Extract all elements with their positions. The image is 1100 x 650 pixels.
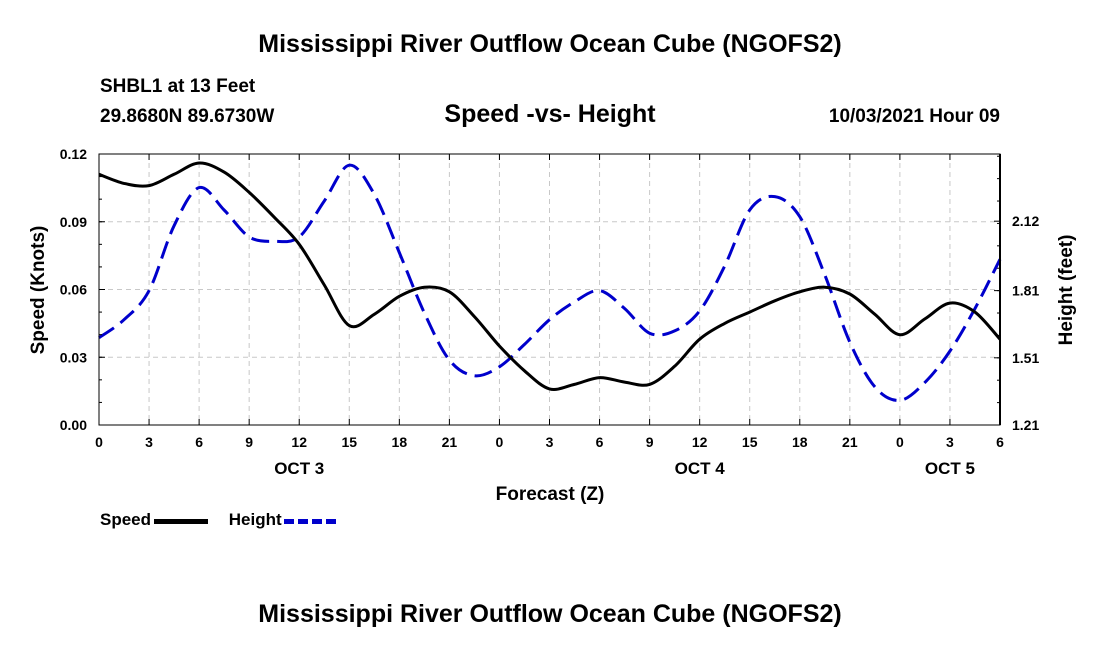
x-tick-label: 18 [792, 434, 808, 450]
y2-tick-label: 1.51 [1012, 350, 1039, 366]
y2-tick-label: 2.12 [1012, 213, 1039, 229]
plot-subtitle: Speed -vs- Height [444, 100, 656, 128]
chart-title-bottom: Mississippi River Outflow Ocean Cube (NG… [258, 600, 842, 628]
forecast-datetime: 10/03/2021 Hour 09 [828, 106, 1000, 127]
chart-title-top: Mississippi River Outflow Ocean Cube (NG… [258, 30, 842, 58]
y-tick-label: 0.03 [60, 349, 87, 365]
y-axis-label: Speed (Knots) [28, 226, 49, 355]
x-tick-label: 6 [596, 434, 604, 450]
legend-speed-swatch [154, 519, 209, 524]
station-coordinates: 29.8680N 89.6730W [100, 106, 275, 127]
x-tick-label: 6 [996, 434, 1004, 450]
x-tick-label: 12 [692, 434, 708, 450]
x-tick-label: 6 [195, 434, 203, 450]
x-tick-label: 3 [145, 434, 153, 450]
legend-height: Height [229, 510, 336, 530]
x-tick-label: 12 [291, 434, 307, 450]
chart-series [98, 161, 1002, 402]
x-tick-label: 3 [546, 434, 554, 450]
x-tick-label: 0 [896, 434, 904, 450]
chart-legend: Speed Height [100, 510, 336, 530]
y-tick-label: 0.00 [60, 417, 87, 433]
series-line-height [98, 163, 1002, 402]
station-label: SHBL1 at 13 Feet [100, 76, 256, 97]
y2-tick-label: 1.21 [1012, 417, 1039, 433]
legend-height-swatch [283, 519, 336, 524]
x-tick-label: 9 [646, 434, 654, 450]
x-tick-label: 15 [742, 434, 758, 450]
chart-gridlines [99, 154, 1000, 425]
x-tick-label: 15 [341, 434, 357, 450]
x-day-label: OCT 3 [274, 459, 324, 478]
x-day-label: OCT 5 [925, 459, 975, 478]
x-tick-label: 9 [245, 434, 253, 450]
x-tick-label: 21 [442, 434, 458, 450]
x-tick-label: 3 [946, 434, 954, 450]
legend-speed: Speed [100, 510, 209, 530]
legend-height-label: Height [228, 510, 282, 529]
x-tick-label: 18 [392, 434, 408, 450]
x-tick-label: 0 [496, 434, 504, 450]
series-line-speed [98, 161, 1002, 391]
speed-height-chart: 0 3 6 9 12 15 18 21 0 3 6 9 12 15 18 21 0 3 6 OCT 3 OCT 4 OCT… [28, 146, 1077, 505]
y-tick-label: 0.09 [60, 214, 87, 230]
y-tick-label: 0.12 [60, 146, 87, 162]
y2-axis-label: Height (feet) [1056, 235, 1077, 346]
x-day-label: OCT 4 [675, 459, 726, 478]
legend-speed-label: Speed [100, 510, 152, 529]
chart-axes: 0 3 6 9 12 15 18 21 0 3 6 9 12 15 18 21 0 3 6 OCT 3 OCT 4 OCT… [60, 146, 1040, 478]
y2-tick-label: 1.81 [1012, 283, 1039, 299]
x-tick-label: 21 [842, 434, 858, 450]
x-axis-label: Forecast (Z) [496, 484, 605, 505]
x-tick-label: 0 [95, 434, 103, 450]
y-tick-label: 0.06 [60, 282, 87, 298]
